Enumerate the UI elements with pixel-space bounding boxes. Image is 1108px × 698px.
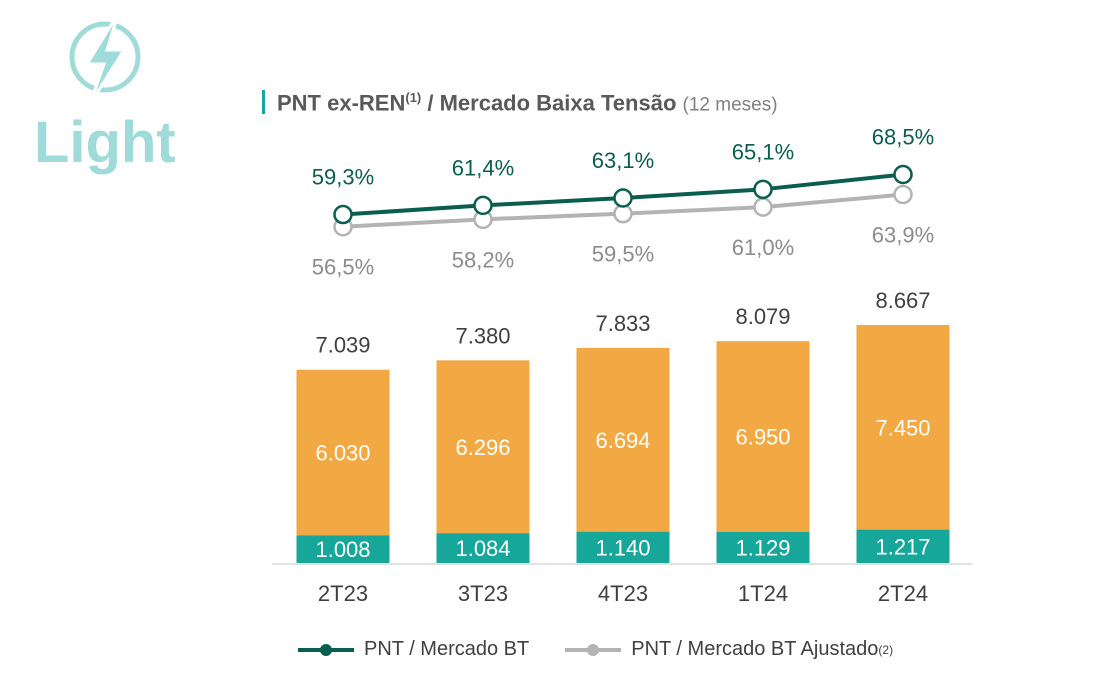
- bar-lower-4T23: [576, 531, 670, 563]
- point-label-bt: 65,1%: [732, 139, 794, 164]
- bar-upper-2T24: [856, 325, 950, 530]
- x-tick-label: 1T24: [738, 581, 788, 606]
- legend: PNT / Mercado BT PNT / Mercado BT Ajusta…: [298, 638, 929, 661]
- point-adj: [893, 184, 913, 205]
- point-label-bt: 63,1%: [592, 148, 654, 173]
- title-footnote: (1): [405, 90, 422, 105]
- title-rest: / Mercado Baixa Tensão: [421, 90, 677, 116]
- bar-total-label: 7.833: [595, 311, 650, 336]
- point-bt: [473, 195, 493, 216]
- bar-lower-label: 1.129: [735, 535, 790, 560]
- point-label-adj: 56,5%: [312, 255, 374, 280]
- point-label-adj: 61,0%: [732, 235, 794, 260]
- point-label-adj: 63,9%: [872, 223, 934, 248]
- bar-upper-4T23: [576, 347, 670, 532]
- point-label-bt: 68,5%: [872, 125, 934, 150]
- logo-circle: [69, 21, 141, 93]
- bar-upper-1T24: [716, 341, 810, 532]
- bar-lower-2T24: [856, 529, 950, 563]
- lightning-bolt-icon: [84, 13, 127, 105]
- bar-lower-2T23: [296, 535, 390, 563]
- title-subtitle: (12 meses): [682, 94, 778, 116]
- bar-lower-label: 1.084: [455, 536, 510, 561]
- point-bt: [333, 204, 353, 225]
- x-tick-label: 2T24: [878, 581, 928, 606]
- bar-upper-2T23: [296, 369, 390, 536]
- point-label-adj: 58,2%: [452, 247, 514, 272]
- bar-lower-label: 1.140: [595, 535, 650, 560]
- x-tick-label: 3T23: [458, 581, 508, 606]
- bar-upper-label: 6.950: [735, 425, 790, 450]
- bar-upper-3T23: [436, 360, 530, 534]
- bar-upper-label: 7.450: [875, 415, 930, 440]
- bar-total-label: 8.079: [735, 304, 790, 329]
- bar-lower-label: 1.217: [875, 534, 930, 559]
- chart-title: PNT ex-REN(1) / Mercado Baixa Tensão (12…: [262, 90, 778, 116]
- legend-marker-adj: [565, 643, 622, 656]
- bar-total-label: 7.039: [315, 333, 370, 358]
- point-bt: [893, 164, 913, 185]
- legend-item-pnt-bt: PNT / Mercado BT: [298, 638, 529, 661]
- legend-footnote: (2): [878, 642, 894, 657]
- bar-upper-label: 6.694: [595, 428, 650, 453]
- point-adj: [753, 197, 773, 217]
- bar-upper-label: 6.030: [315, 441, 370, 466]
- bar-lower-1T24: [716, 531, 810, 563]
- title-main: PNT ex-REN: [277, 90, 406, 116]
- logo-text: Light: [34, 110, 176, 175]
- bar-lower-label: 1.008: [315, 537, 370, 562]
- point-label-bt: 61,4%: [452, 155, 514, 180]
- legend-marker-bt: [298, 643, 354, 656]
- x-tick-label: 2T23: [318, 581, 368, 606]
- point-label-adj: 59,5%: [592, 242, 654, 267]
- point-bt: [753, 179, 773, 200]
- legend-label-bt: PNT / Mercado BT: [364, 638, 530, 660]
- bar-total-label: 8.667: [875, 288, 930, 313]
- legend-label-adj: PNT / Mercado BT Ajustado: [631, 638, 879, 660]
- x-tick-label: 4T23: [598, 581, 648, 606]
- title-accent-bar: [262, 90, 265, 115]
- bar-total-label: 7.380: [455, 323, 510, 348]
- bar-lower-3T23: [436, 533, 530, 563]
- bar-upper-label: 6.296: [455, 435, 510, 460]
- light-logo: Light: [34, 13, 176, 175]
- point-bt: [613, 188, 633, 208]
- point-label-bt: 59,3%: [312, 165, 374, 190]
- legend-item-pnt-bt-ajustado: PNT / Mercado BT Ajustado (2): [565, 638, 893, 661]
